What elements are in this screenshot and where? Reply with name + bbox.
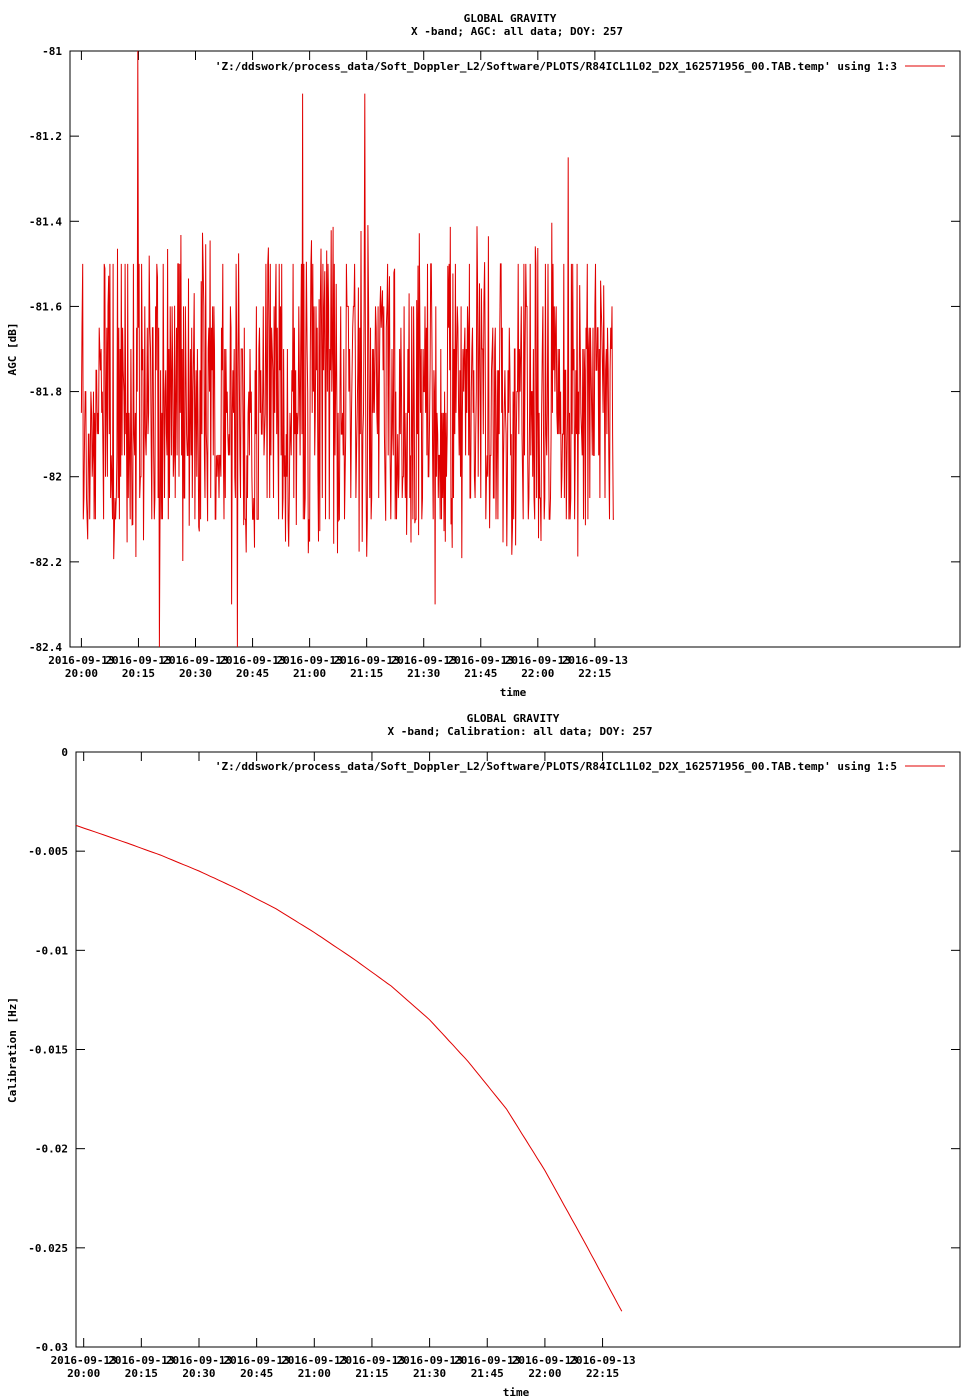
- y-tick-label: -81.6: [29, 300, 62, 313]
- x-tick-label-date: 2016-09-13: [105, 654, 171, 667]
- y-tick-label: -0.01: [35, 944, 68, 957]
- cal-y-axis: 0 -0.005 -0.01 -0.015 -0.02 -0.025 -0.03: [28, 746, 960, 1354]
- x-tick-label-time: 20:00: [65, 667, 98, 680]
- cal-legend-text: 'Z:/ddswork/process_data/Soft_Doppler_L2…: [215, 760, 897, 773]
- x-tick-label-date: 2016-09-13: [224, 1354, 290, 1367]
- x-tick-label-date: 2016-09-13: [334, 654, 400, 667]
- x-tick-label-time: 21:30: [407, 667, 440, 680]
- y-tick-label: -0.015: [28, 1044, 68, 1057]
- y-tick-label: -82: [42, 471, 62, 484]
- agc-chart: GLOBAL GRAVITY X -band; AGC: all data; D…: [6, 12, 961, 699]
- x-tick-label-time: 20:15: [125, 1367, 158, 1380]
- x-tick-label-date: 2016-09-13: [454, 1354, 520, 1367]
- x-tick-label-date: 2016-09-13: [166, 1354, 232, 1367]
- agc-y-label: AGC [dB]: [6, 323, 19, 376]
- x-tick-label-time: 20:30: [179, 667, 212, 680]
- cal-title: GLOBAL GRAVITY: [467, 712, 560, 725]
- x-tick-label-time: 21:15: [355, 1367, 388, 1380]
- y-tick-label: -81.4: [29, 215, 62, 228]
- y-tick-label: -0.03: [35, 1341, 68, 1354]
- y-tick-label: -0.02: [35, 1143, 68, 1156]
- agc-series-line: [80, 50, 614, 648]
- agc-title: GLOBAL GRAVITY: [464, 12, 557, 25]
- x-tick-label-time: 22:00: [521, 667, 554, 680]
- x-tick-label-date: 2016-09-13: [339, 1354, 405, 1367]
- cal-x-label: time: [503, 1386, 530, 1399]
- agc-x-label: time: [500, 686, 527, 699]
- x-tick-label-time: 21:45: [464, 667, 497, 680]
- y-tick-label: -0.005: [28, 845, 68, 858]
- x-tick-label-date: 2016-09-13: [512, 1354, 578, 1367]
- x-tick-label-time: 21:15: [350, 667, 383, 680]
- x-tick-label-time: 20:15: [122, 667, 155, 680]
- agc-subtitle: X -band; AGC: all data; DOY: 257: [411, 25, 623, 38]
- x-tick-label-time: 22:00: [528, 1367, 561, 1380]
- cal-series-line: [75, 824, 623, 1312]
- x-tick-label-date: 2016-09-13: [569, 1354, 635, 1367]
- cal-subtitle: X -band; Calibration: all data; DOY: 257: [388, 725, 653, 738]
- y-tick-label: -82.2: [29, 556, 62, 569]
- x-tick-label-time: 21:45: [471, 1367, 504, 1380]
- calibration-chart: GLOBAL GRAVITY X -band; Calibration: all…: [6, 712, 961, 1399]
- cal-x-axis: 2016-09-1320:002016-09-1320:152016-09-13…: [51, 752, 636, 1380]
- x-tick-label-time: 21:00: [298, 1367, 331, 1380]
- agc-y-axis: -81 -81.2 -81.4 -81.6 -81.8 -82 -82.2 -82.4: [29, 45, 960, 654]
- x-tick-label-time: 20:45: [236, 667, 269, 680]
- agc-x-axis: 2016-09-1320:002016-09-1320:152016-09-13…: [48, 51, 628, 680]
- x-tick-label-date: 2016-09-13: [51, 1354, 117, 1367]
- y-tick-label: -81: [42, 45, 62, 58]
- x-tick-label-date: 2016-09-13: [219, 654, 285, 667]
- x-tick-label-time: 21:00: [293, 667, 326, 680]
- x-tick-label-date: 2016-09-13: [162, 654, 228, 667]
- x-tick-label-date: 2016-09-13: [108, 1354, 174, 1367]
- x-tick-label-date: 2016-09-13: [448, 654, 514, 667]
- x-tick-label-time: 21:30: [413, 1367, 446, 1380]
- x-tick-label-date: 2016-09-13: [505, 654, 571, 667]
- x-tick-label-time: 22:15: [578, 667, 611, 680]
- x-tick-label-date: 2016-09-13: [391, 654, 457, 667]
- x-tick-label-date: 2016-09-13: [281, 1354, 347, 1367]
- y-tick-label: -81.2: [29, 130, 62, 143]
- x-tick-label-date: 2016-09-13: [48, 654, 114, 667]
- cal-y-label: Calibration [Hz]: [6, 997, 19, 1103]
- cal-plot-frame: [75, 751, 961, 1348]
- x-tick-label-time: 20:45: [240, 1367, 273, 1380]
- x-tick-label-time: 20:00: [67, 1367, 100, 1380]
- x-tick-label-date: 2016-09-13: [396, 1354, 462, 1367]
- y-tick-label: -82.4: [29, 641, 62, 654]
- agc-legend-text: 'Z:/ddswork/process_data/Soft_Doppler_L2…: [215, 60, 897, 73]
- x-tick-label-time: 22:15: [586, 1367, 619, 1380]
- y-tick-label: -81.8: [29, 386, 62, 399]
- y-tick-label: 0: [61, 746, 68, 759]
- y-tick-label: -0.025: [28, 1242, 68, 1255]
- x-tick-label-date: 2016-09-13: [276, 654, 342, 667]
- x-tick-label-date: 2016-09-13: [562, 654, 628, 667]
- x-tick-label-time: 20:30: [182, 1367, 215, 1380]
- agc-plot-frame: [69, 50, 961, 648]
